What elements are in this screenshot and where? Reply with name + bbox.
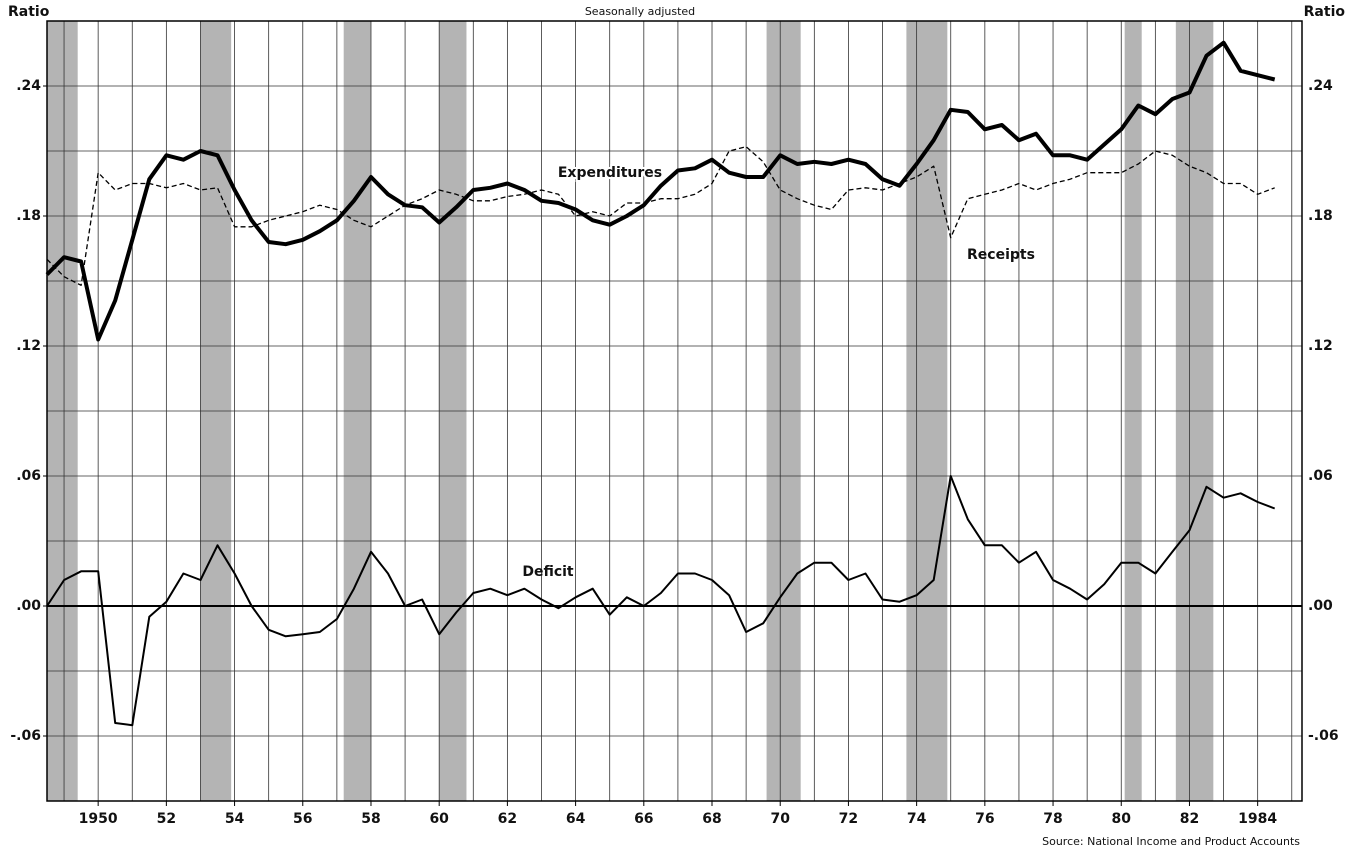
grid-layer	[46, 20, 1303, 802]
y-tick-label-right: .18	[1308, 208, 1333, 224]
y-tick-label: .12	[16, 338, 41, 354]
y-tick-label-right: .00	[1308, 598, 1333, 614]
x-tick-label: 68	[702, 811, 721, 827]
x-tick-label: 1950	[79, 811, 118, 827]
y-tick-label-right: .12	[1308, 338, 1333, 354]
y-tick-label: .00	[16, 598, 41, 614]
y-tick-label-right: .06	[1308, 468, 1333, 484]
y-axis-label-right: Ratio	[1304, 4, 1346, 20]
y-tick-label: -.06	[10, 728, 41, 744]
y-tick-label: .18	[16, 208, 41, 224]
lines-layer	[45, 40, 1276, 727]
x-tick-label: 76	[975, 811, 994, 827]
annotation: Deficit	[522, 564, 574, 580]
x-tick-label: 72	[839, 811, 858, 827]
subtitle: Seasonally adjusted	[585, 5, 695, 18]
x-tick-label: 64	[566, 811, 586, 827]
x-tick-label: 74	[907, 811, 927, 827]
y-tick-label: .06	[16, 468, 41, 484]
x-tick-label: 70	[770, 811, 790, 827]
series-line	[45, 40, 1276, 342]
y-tick-label-right: .24	[1308, 78, 1333, 94]
x-tick-label: 56	[293, 811, 312, 827]
x-tick-label: 60	[429, 811, 449, 827]
x-tick-label: 1984	[1238, 811, 1277, 827]
x-tick-label: 66	[634, 811, 653, 827]
y-tick-label-right: -.06	[1308, 728, 1339, 744]
annotation: Expenditures	[558, 165, 662, 181]
x-tick-label: 78	[1043, 811, 1062, 827]
x-tick-label: 62	[498, 811, 517, 827]
series-line	[46, 475, 1276, 727]
annotation: Receipts	[967, 247, 1035, 263]
x-tick-label: 82	[1180, 811, 1199, 827]
source-note: Source: National Income and Product Acco…	[1042, 835, 1300, 848]
plot-frame	[46, 20, 1303, 802]
y-tick-label: .24	[16, 78, 41, 94]
x-tick-label: 80	[1112, 811, 1132, 827]
x-tick-label: 52	[157, 811, 176, 827]
y-axis-label: Ratio	[8, 4, 50, 20]
x-tick-label: 58	[361, 811, 380, 827]
series-line	[46, 146, 1275, 286]
x-tick-label: 54	[225, 811, 245, 827]
